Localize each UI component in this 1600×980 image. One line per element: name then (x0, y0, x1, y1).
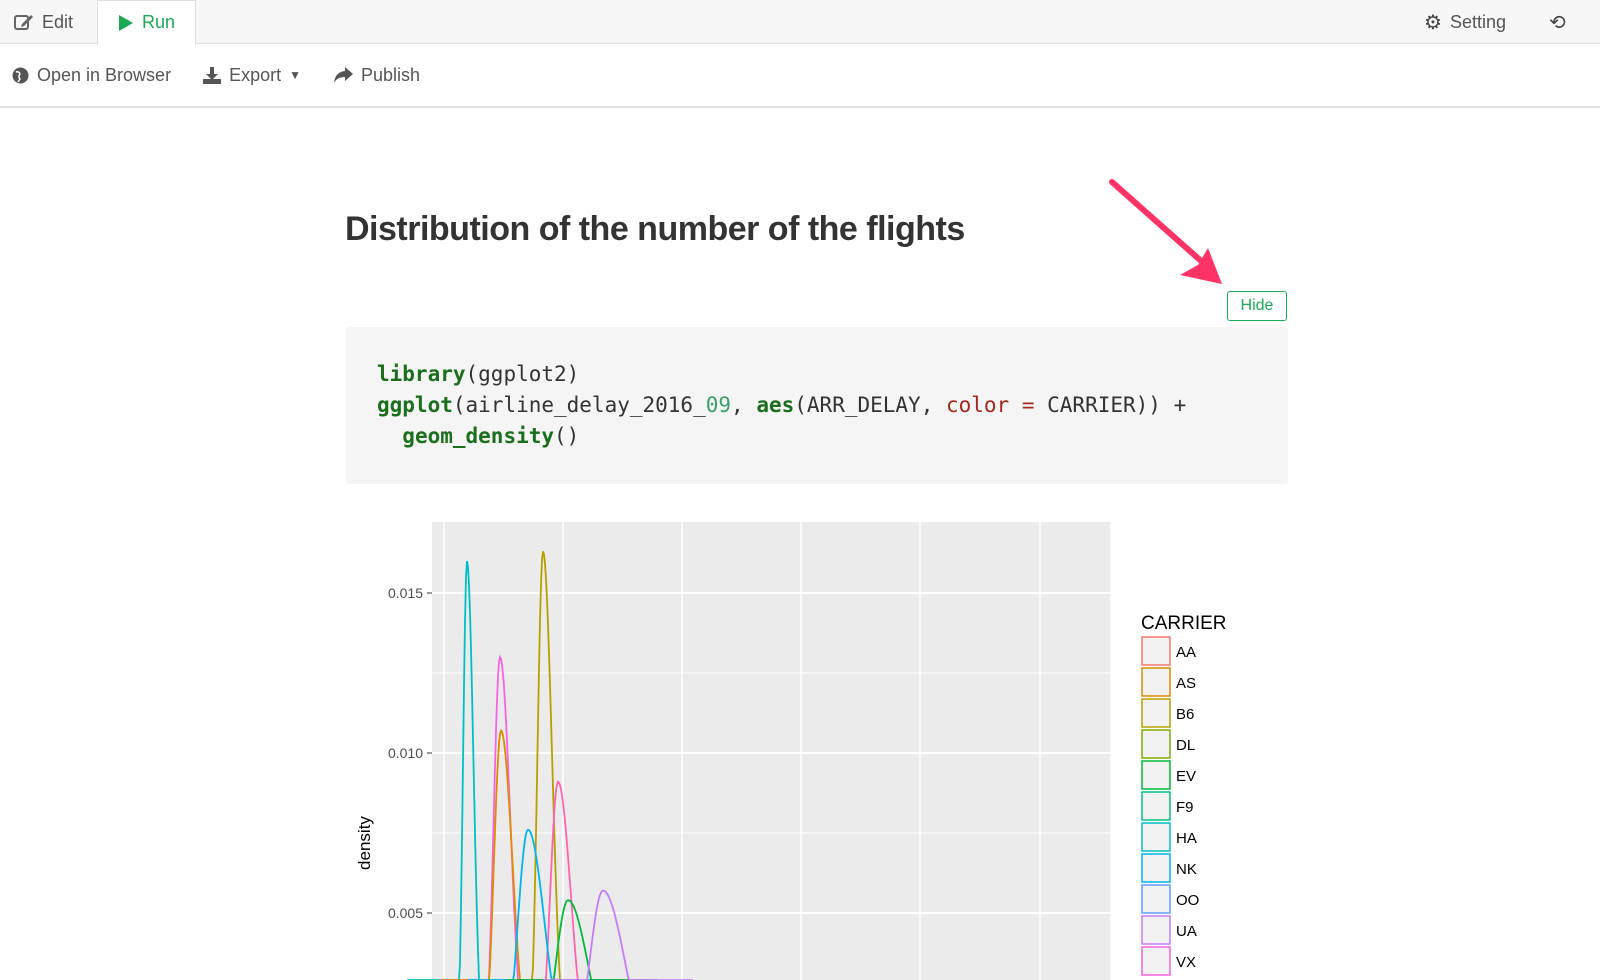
density-curve (498, 780, 648, 980)
tab-bar: Edit Run ⚙ Setting ⟲ (0, 0, 1600, 45)
gear-icon: ⚙ (1424, 11, 1442, 34)
open-in-browser-button[interactable]: Open in Browser (12, 65, 171, 86)
legend-item: UA (1141, 915, 1197, 945)
page-title: Distribution of the number of the flight… (345, 210, 965, 248)
globe-icon (12, 67, 29, 83)
legend-label: NK (1176, 861, 1197, 878)
legend-label: VX (1176, 954, 1196, 971)
legend-label: UA (1176, 923, 1197, 940)
legend-item: OO (1141, 884, 1199, 914)
tab-edit[interactable]: Edit (0, 0, 87, 44)
legend-key (1141, 915, 1171, 945)
y-axis-label: density (355, 816, 374, 870)
export-label: Export (229, 64, 282, 85)
density-curve (440, 654, 590, 980)
y-tick-label: 0.010 (388, 745, 423, 761)
publish-label: Publish (360, 64, 421, 85)
legend-item: DL (1141, 729, 1195, 759)
legend-label: HA (1176, 830, 1197, 847)
legend-title: CARRIER (1141, 613, 1227, 634)
legend-item: NK (1141, 853, 1197, 883)
legend-item: HA (1141, 822, 1197, 852)
toolbar: Open in Browser Export ▼ Publish (0, 44, 1600, 108)
legend-item: AS (1141, 667, 1196, 697)
legend-key (1141, 698, 1171, 728)
y-tick-label: 0.005 (388, 905, 423, 921)
legend-item: AA (1141, 636, 1196, 666)
edit-icon (14, 15, 33, 30)
publish-button[interactable]: Publish (333, 65, 420, 86)
legend-key (1141, 667, 1171, 697)
density-chart: 0.005 0.010 0.015 density CARRIER AA AS B6 DL… (355, 522, 1227, 980)
density-curve (508, 899, 658, 980)
legend-item: EV (1141, 760, 1196, 790)
history-button[interactable]: ⟲ (1535, 0, 1580, 44)
history-icon: ⟲ (1549, 11, 1566, 34)
legend-key (1141, 791, 1171, 821)
code-block: library(ggplot2) ggplot(airline_delay_20… (346, 327, 1288, 484)
open-in-browser-label: Open in Browser (37, 64, 172, 85)
legend-key (1141, 729, 1171, 759)
legend-key (1141, 946, 1171, 976)
density-curve (441, 728, 591, 980)
share-icon (333, 67, 353, 83)
legend-key (1141, 884, 1171, 914)
setting-label: Setting (1449, 11, 1506, 32)
legend-label: EV (1176, 768, 1196, 785)
annotation-arrow (1109, 179, 1222, 284)
legend-key (1141, 636, 1171, 666)
download-icon (203, 66, 222, 84)
tab-edit-label: Edit (42, 11, 74, 32)
legend-item: F9 (1141, 791, 1194, 821)
hide-code-button[interactable]: Hide (1227, 291, 1287, 321)
tab-run[interactable]: Run (97, 0, 197, 45)
legend-label: B6 (1176, 706, 1194, 723)
play-icon (119, 14, 133, 31)
legend-item: B6 (1141, 698, 1194, 728)
tab-run-label: Run (142, 12, 176, 32)
export-dropdown[interactable]: Export ▼ (203, 65, 301, 86)
legend-label: DL (1176, 737, 1195, 754)
caret-down-icon: ▼ (289, 68, 301, 82)
legend-label: AS (1176, 675, 1196, 692)
legend-key (1141, 760, 1171, 790)
legend-key (1141, 853, 1171, 883)
legend-key (1141, 822, 1171, 852)
legend-item: VX (1141, 946, 1196, 976)
plot-panel (432, 522, 1110, 980)
density-curve (543, 889, 693, 980)
density-curve (468, 828, 618, 980)
legend-label: F9 (1176, 799, 1194, 816)
setting-button[interactable]: ⚙ Setting (1410, 0, 1520, 44)
legend-label: AA (1176, 644, 1196, 661)
legend-label: OO (1176, 892, 1199, 909)
y-tick-label: 0.015 (388, 585, 423, 601)
